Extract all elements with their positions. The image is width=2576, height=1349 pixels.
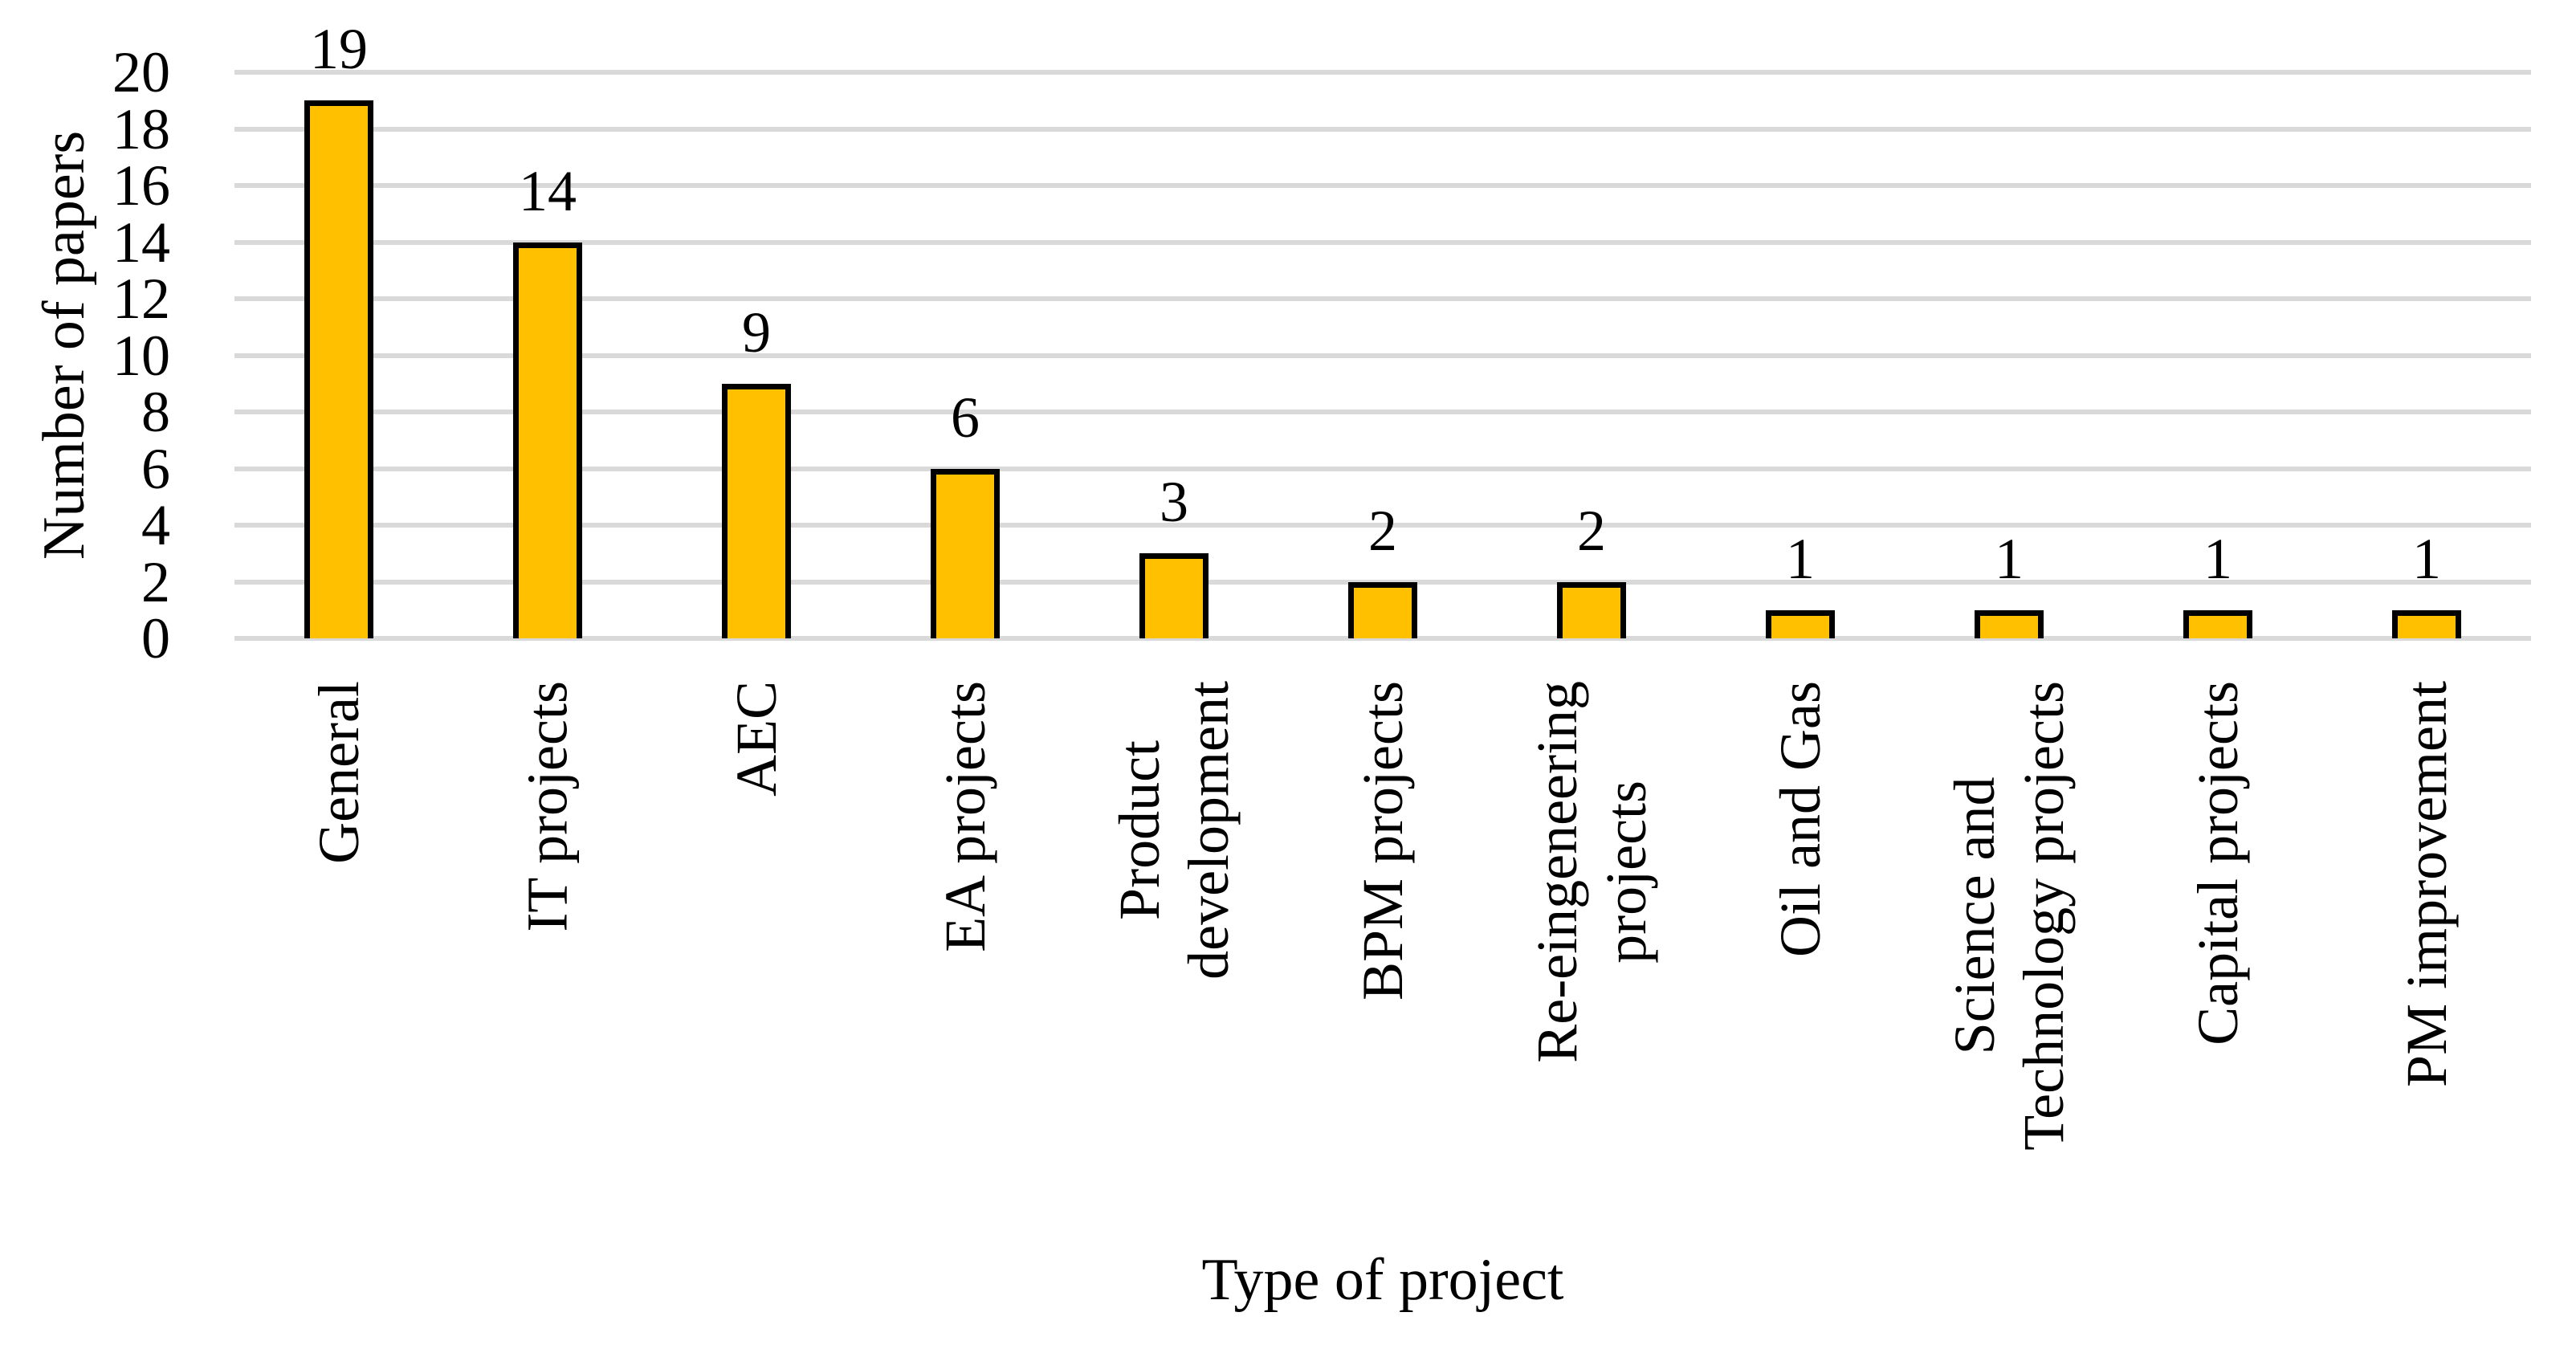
gridline-y-4 [234, 523, 2531, 528]
y-tick-label: 6 [141, 436, 170, 501]
bar [2392, 609, 2461, 638]
gridline-y-16 [234, 183, 2531, 188]
category-label: AEC [724, 681, 789, 797]
gridline-y-8 [234, 410, 2531, 414]
bar [513, 242, 582, 638]
bar [1766, 609, 1835, 638]
y-tick-label: 4 [141, 493, 170, 557]
gridline-y-14 [234, 239, 2531, 245]
category-label: BPM projects [1351, 681, 1415, 1001]
bar-value-label: 2 [1577, 498, 1606, 563]
bar [1139, 553, 1209, 638]
bar-value-label: 1 [1995, 526, 2024, 591]
bar-value-label: 3 [1160, 470, 1188, 535]
category-label: EA projects [933, 681, 997, 952]
y-tick-label: 20 [112, 40, 170, 104]
bar-value-label: 1 [2412, 526, 2441, 591]
x-axis-title: Type of project [1201, 1247, 1564, 1313]
gridline-y-0 [234, 636, 2531, 641]
category-label: IT projects [516, 681, 580, 932]
bar-value-label: 2 [1368, 498, 1397, 563]
y-tick-label: 10 [112, 323, 170, 388]
bar [722, 383, 791, 638]
category-label: Science and Technology projects [1942, 681, 2076, 1151]
category-label: Oil and Gas [1768, 681, 1832, 957]
bar [1557, 581, 1626, 638]
gridline-y-12 [234, 296, 2531, 301]
bar [2183, 609, 2252, 638]
y-tick-label: 16 [112, 153, 170, 218]
bar-value-label: 14 [519, 158, 577, 223]
y-tick-label: 2 [141, 549, 170, 614]
bar-value-label: 6 [951, 385, 980, 450]
gridline-y-18 [234, 126, 2531, 132]
bar-value-label: 1 [2203, 526, 2232, 591]
y-tick-label: 18 [112, 96, 170, 161]
bar-value-label: 19 [310, 17, 368, 82]
bar [304, 100, 373, 638]
bar-value-label: 9 [742, 300, 771, 365]
category-label: Capital projects [2186, 681, 2250, 1045]
y-tick-label: 8 [141, 380, 170, 444]
category-label: Product development [1107, 681, 1241, 980]
category-label: PM improvement [2395, 681, 2459, 1087]
y-tick-label: 0 [141, 606, 170, 670]
y-tick-label: 14 [112, 210, 170, 275]
bar-value-label: 1 [1786, 526, 1815, 591]
gridline-y-6 [234, 466, 2531, 471]
bar [931, 468, 1000, 638]
gridline-y-10 [234, 353, 2531, 358]
gridline-y-20 [234, 70, 2531, 75]
y-tick-label: 12 [112, 267, 170, 331]
bar [1975, 609, 2044, 638]
category-label: General [307, 681, 371, 864]
bar [1348, 581, 1417, 638]
category-label: Re-eingeneering projects [1525, 681, 1658, 1063]
